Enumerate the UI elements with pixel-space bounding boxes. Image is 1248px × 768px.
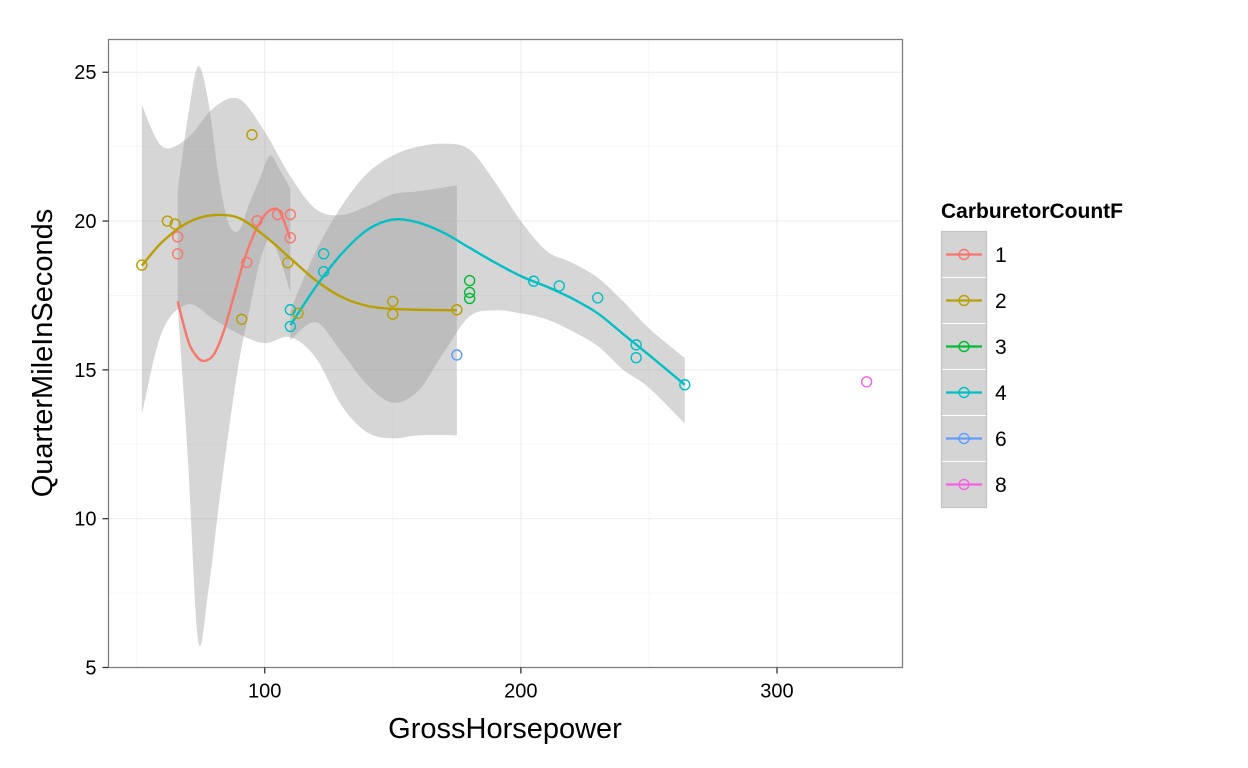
x-axis-label: GrossHorsepower <box>388 713 622 745</box>
smooth-line-1 <box>176 207 292 363</box>
points <box>136 129 873 391</box>
data-point-1 <box>271 208 284 221</box>
data-point-1 <box>284 232 297 244</box>
data-point-4 <box>284 320 297 333</box>
data-point-8 <box>860 376 873 388</box>
x-tick-label: 200 <box>504 681 537 703</box>
data-point-4 <box>284 304 297 316</box>
data-point-3 <box>463 292 476 305</box>
data-point-2 <box>387 295 399 308</box>
legend: CarburetorCountF 1 2 3 4 6 8 <box>940 200 1123 509</box>
confidence-band-4 <box>290 143 685 424</box>
data-point-2 <box>451 304 463 316</box>
x-tick-label: 300 <box>760 681 793 703</box>
data-point-4 <box>630 351 642 364</box>
data-point-6 <box>451 349 463 361</box>
legend-point-4 <box>958 386 970 399</box>
data-point-2 <box>169 218 181 230</box>
axes: 100 200 300 5 10 15 20 25 <box>74 62 793 702</box>
legend-label-8: 8 <box>995 474 1007 497</box>
confidence-band-2 <box>141 97 457 439</box>
data-point-2 <box>387 308 399 320</box>
y-tick-label: 25 <box>74 62 96 84</box>
data-point-1 <box>284 208 297 221</box>
data-point-4 <box>553 280 565 292</box>
legend-label-2: 2 <box>995 290 1007 313</box>
legend-label-4: 4 <box>995 382 1007 405</box>
y-tick-label: 20 <box>74 211 96 233</box>
data-point-3 <box>463 286 476 299</box>
data-point-1 <box>241 256 253 269</box>
legend-point-1 <box>958 248 970 261</box>
y-tick-label: 15 <box>74 360 96 382</box>
y-axis-label: QuarterMileInSeconds <box>27 209 59 498</box>
x-tick-label: 100 <box>248 681 281 703</box>
data-point-4 <box>317 265 330 278</box>
data-point-2 <box>136 259 148 271</box>
legend-label-1: 1 <box>995 244 1007 267</box>
confidence-bands <box>141 66 685 647</box>
confidence-band-1 <box>177 66 291 647</box>
legend-point-3 <box>958 340 970 353</box>
data-point-3 <box>463 274 476 287</box>
legend-label-3: 3 <box>995 336 1007 359</box>
plot-panel <box>108 39 903 668</box>
y-tick-label: 10 <box>74 509 96 531</box>
y-tick-label: 5 <box>85 658 96 680</box>
data-point-2 <box>235 313 248 325</box>
data-point-1 <box>171 248 184 260</box>
data-point-2 <box>246 129 258 141</box>
data-point-4 <box>679 379 691 391</box>
data-point-2 <box>161 215 174 227</box>
data-point-1 <box>171 231 184 243</box>
data-point-4 <box>317 248 330 260</box>
legend-label-6: 6 <box>995 428 1007 451</box>
data-point-4 <box>527 275 540 287</box>
plot-border <box>107 38 904 669</box>
legend-point-6 <box>958 432 970 445</box>
legend-point-2 <box>958 294 970 307</box>
data-point-4 <box>592 292 604 304</box>
smooth-line-4 <box>289 217 686 386</box>
data-point-4 <box>630 339 642 351</box>
legend-keys-border <box>940 230 988 509</box>
data-point-2 <box>282 257 294 269</box>
legend-point-8 <box>958 478 970 491</box>
legend-title: CarburetorCountF <box>941 200 1123 223</box>
data-point-1 <box>251 215 263 227</box>
legend-keys: 1 2 3 4 6 8 <box>940 230 1007 509</box>
